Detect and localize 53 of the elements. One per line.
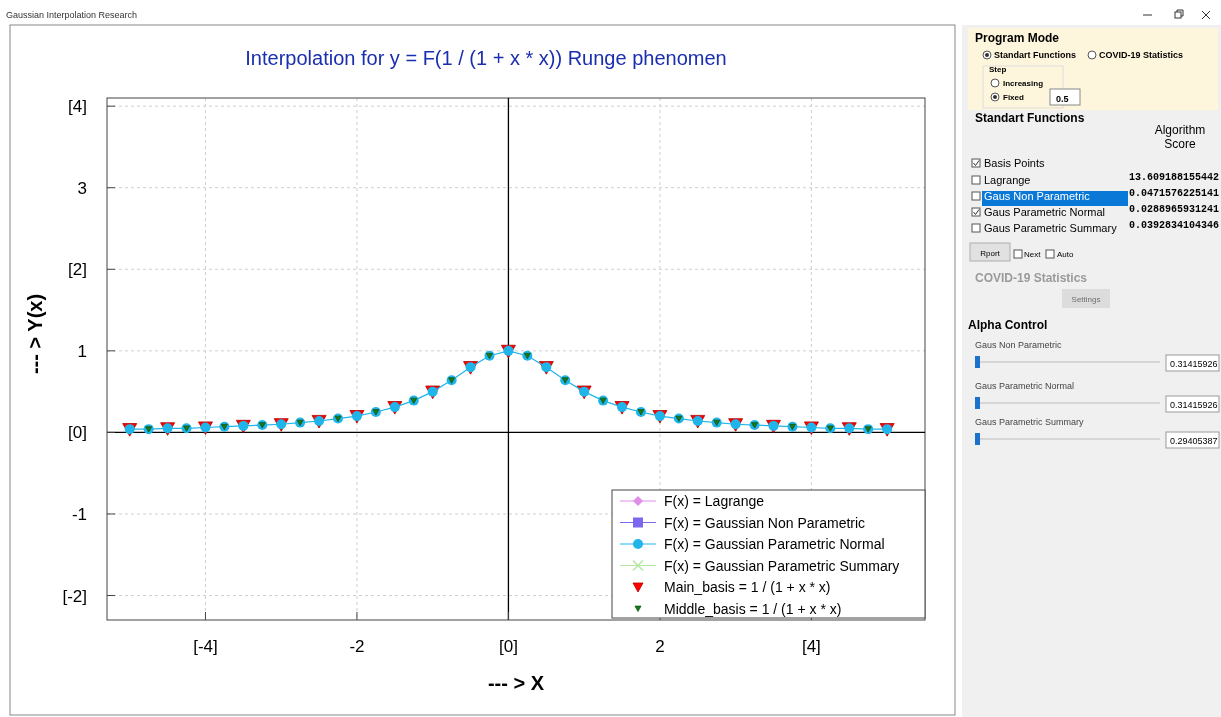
text: Gaus Non Parametric — [975, 340, 1063, 350]
text: Basis Points — [984, 157, 1046, 169]
text: Program Mode — [975, 31, 1060, 45]
x-axis-title: --- > X — [487, 672, 545, 694]
y-tick-label: [4] — [68, 97, 87, 117]
legend-label: F(x) = Gaussian Non Parametric — [664, 514, 866, 531]
y-tick-label: [0] — [68, 423, 87, 443]
text: COVID-19 Statistics — [975, 271, 1088, 285]
text: Gaussian Interpolation Research — [6, 10, 138, 20]
legend-label: F(x) = Gaussian Parametric Normal — [664, 536, 885, 552]
text: Rport — [980, 249, 1001, 258]
text: Fixed — [1003, 93, 1025, 102]
text: Gaus Parametric Normal — [975, 381, 1075, 391]
text: 0.5 — [1056, 94, 1069, 104]
text: Settings — [1071, 295, 1101, 304]
chart-title: Interpolation for y = F(1 / (1 + x * x)) Runge phenomen — [245, 47, 727, 69]
x-tick-label: [4] — [801, 637, 821, 656]
text: Gaus Parametric Summary — [975, 417, 1085, 427]
text: 0.29405387 — [1170, 436, 1218, 446]
y-tick-label: -1 — [71, 504, 87, 524]
text: Alpha Control — [968, 318, 1048, 332]
text: Gaus Parametric Summary — [984, 222, 1118, 234]
legend-label: Middle_basis = 1 / (1 + x * x) — [664, 600, 842, 617]
text: Increasing — [1003, 79, 1044, 88]
text: Algorithm — [1154, 123, 1206, 137]
text: 0.0471576225141 — [1128, 188, 1219, 199]
text: 0.31415926 — [1170, 359, 1218, 369]
legend-label: Main_basis = 1 / (1 + x * x) — [664, 579, 831, 595]
legend-label: F(x) = Gaussian Parametric Summary — [664, 557, 900, 574]
y-tick-label: 3 — [77, 178, 87, 198]
text: 0.31415926 — [1170, 400, 1218, 410]
text: Score — [1164, 137, 1196, 151]
text: 0.0288965931241 — [1128, 204, 1219, 215]
text: Auto — [1057, 250, 1075, 259]
text: Standart Functions — [975, 111, 1085, 125]
text: Lagrange — [984, 174, 1031, 186]
text: 13.609188155442 — [1128, 172, 1219, 183]
text: 0.0392834104346 — [1128, 220, 1219, 231]
y-tick-label: 1 — [77, 341, 87, 361]
text: COVID-19 Statistics — [1099, 50, 1184, 60]
text: Gaus Parametric Normal — [984, 206, 1106, 218]
y-tick-label: [2] — [68, 260, 87, 280]
y-tick-label: [-2] — [62, 586, 87, 606]
legend-label: F(x) = Lagrange — [664, 493, 765, 509]
text: Next — [1024, 250, 1042, 259]
y-axis-title: --- > Y(x) — [24, 293, 46, 375]
text: Gaus Non Parametric — [984, 190, 1091, 202]
text: Step — [989, 65, 1007, 74]
x-tick-label: [-4] — [193, 637, 218, 656]
x-tick-label: 2 — [655, 637, 665, 656]
text: Standart Functions — [994, 50, 1077, 60]
x-tick-label: [0] — [498, 637, 518, 656]
x-tick-label: -2 — [349, 637, 365, 656]
